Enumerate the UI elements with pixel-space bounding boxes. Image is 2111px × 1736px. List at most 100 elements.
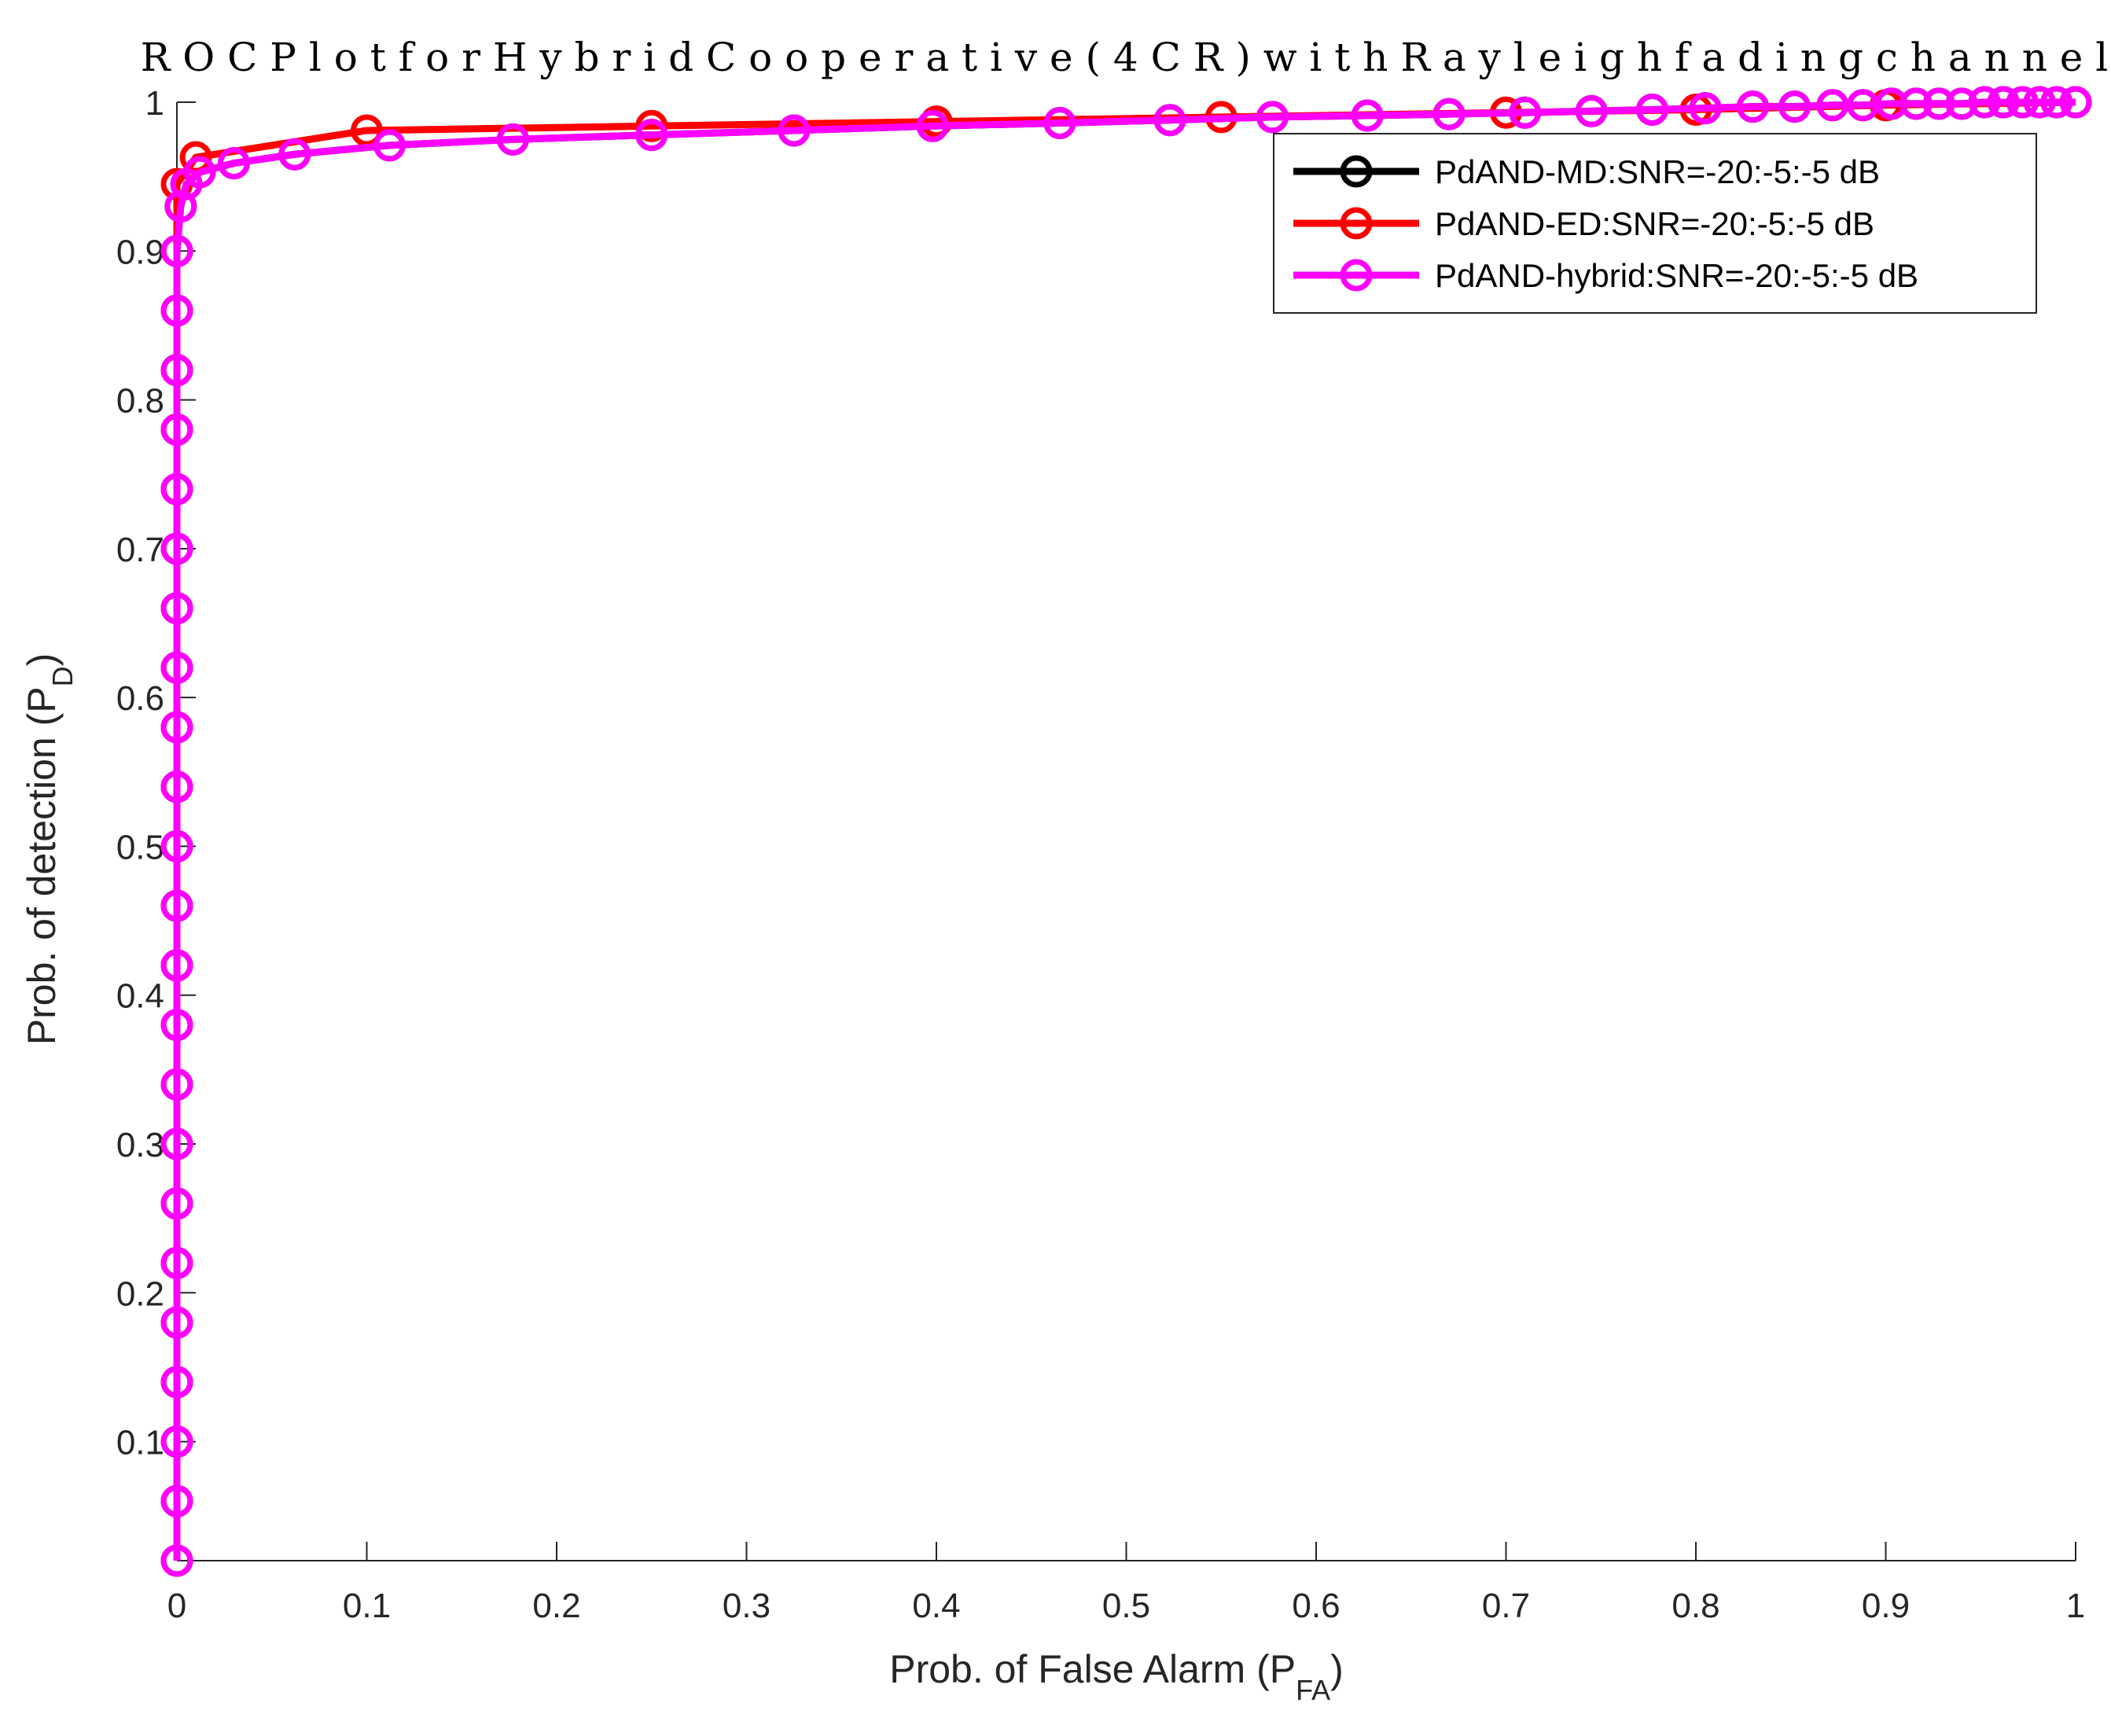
data-point — [1043, 107, 1076, 139]
data-point — [1256, 101, 1289, 134]
x-tick-label: 0.9 — [1862, 1587, 1910, 1625]
x-tick-label: 1 — [2066, 1587, 2085, 1625]
data-point — [496, 123, 529, 156]
data-point — [160, 1187, 193, 1220]
data-point — [1351, 99, 1384, 132]
data-point — [164, 190, 197, 223]
data-point — [2023, 86, 2056, 119]
data-point — [160, 1009, 193, 1042]
y-tick-label: 0.4 — [116, 977, 164, 1016]
y-axis-label-subscript: D — [46, 666, 79, 686]
data-point — [1816, 89, 1849, 122]
data-point — [1432, 97, 1466, 131]
legend-swatch-marker — [1340, 207, 1373, 240]
data-point — [160, 294, 193, 327]
x-tick-label: 0.2 — [532, 1587, 580, 1625]
data-point — [160, 354, 193, 387]
data-point — [1945, 87, 1978, 120]
data-point — [217, 147, 250, 180]
data-point — [1987, 86, 2020, 119]
x-tick-label: 0.1 — [343, 1587, 391, 1625]
x-tick-label: 0 — [167, 1587, 186, 1625]
data-point — [1153, 104, 1186, 137]
data-point — [1689, 92, 1722, 125]
data-point — [1778, 90, 1811, 123]
legend-item: PdAND-MD:SNR=-20:-5:-5 dB — [1293, 153, 1880, 190]
data-point — [1900, 87, 1933, 120]
data-point — [635, 119, 668, 152]
data-point — [160, 1246, 193, 1279]
y-axis-label-main: Prob. of detection (P — [20, 686, 64, 1045]
y-axis-label: Prob. of detection (PD) — [20, 653, 79, 1045]
legend-item: PdAND-ED:SNR=-20:-5:-5 dB — [1293, 205, 1874, 242]
data-point — [160, 711, 193, 744]
data-point — [160, 771, 193, 804]
data-point — [351, 114, 383, 147]
data-point — [183, 156, 216, 189]
data-point — [160, 1544, 193, 1577]
data-point — [778, 114, 811, 147]
data-point — [160, 889, 193, 922]
series-layer — [160, 86, 2092, 1577]
x-tick-label: 0.7 — [1482, 1587, 1530, 1625]
x-axis-label: Prob. of False Alarm (PFA) — [889, 1647, 1344, 1706]
data-point — [160, 413, 193, 446]
data-point — [2040, 86, 2073, 119]
data-point — [1922, 87, 1955, 120]
data-point — [2059, 86, 2092, 119]
y-tick-label: 0.6 — [116, 679, 164, 718]
x-axis-label-close: ) — [1330, 1647, 1344, 1691]
axes-layer: 0 0.1 0.2 0.3 0.4 0.5 0.6 0.7 0.8 0.9 1 0.1 0.2 0.3 0.… — [116, 84, 2085, 1625]
y-tick-label: 0.1 — [116, 1424, 164, 1462]
data-point — [1575, 94, 1608, 127]
x-axis-label-main: Prob. of False Alarm (P — [889, 1647, 1296, 1691]
y-tick-label: 0.7 — [116, 531, 164, 569]
data-point — [920, 105, 953, 138]
data-point — [160, 592, 193, 625]
data-point — [160, 1306, 193, 1339]
data-point — [1509, 96, 1542, 129]
y-tick-label: 0.2 — [116, 1274, 164, 1313]
x-axis-label-subscript: FA — [1296, 1674, 1330, 1706]
y-axis-label-close: ) — [20, 653, 64, 667]
legend-swatch-marker — [1340, 259, 1373, 292]
legend-label: PdAND-ED:SNR=-20:-5:-5 dB — [1435, 205, 1874, 242]
legend-item: PdAND-hybrid:SNR=-20:-5:-5 dB — [1293, 257, 1918, 294]
data-point — [160, 1127, 193, 1160]
y-tick-label: 0.9 — [116, 233, 164, 271]
x-tick-label: 0.8 — [1672, 1587, 1719, 1625]
legend-label: PdAND-hybrid:SNR=-20:-5:-5 dB — [1435, 257, 1918, 294]
data-point — [1635, 93, 1668, 126]
data-point — [160, 651, 193, 684]
x-tick-label: 0.3 — [723, 1587, 770, 1625]
data-point — [160, 473, 193, 506]
data-point — [160, 949, 193, 982]
y-tick-label: 1 — [145, 84, 164, 123]
data-point — [160, 1068, 193, 1101]
legend-swatch-marker — [1340, 155, 1373, 188]
chart-title: R O C P l o t f o r H y b r i d C o o p … — [141, 35, 2109, 80]
data-point — [160, 1484, 193, 1517]
data-point — [160, 532, 193, 565]
data-point — [160, 829, 193, 862]
legend: PdAND-MD:SNR=-20:-5:-5 dB PdAND-ED:SNR=-2… — [1273, 133, 2037, 314]
x-tick-label: 0.4 — [912, 1587, 960, 1625]
data-point — [160, 234, 193, 267]
x-tick-label: 0.5 — [1102, 1587, 1150, 1625]
data-point — [278, 138, 311, 171]
series-3 — [160, 86, 2092, 1577]
y-tick-label: 0.5 — [116, 828, 164, 866]
data-point — [1968, 86, 2001, 119]
data-point — [2006, 86, 2039, 119]
data-point — [916, 109, 949, 142]
y-tick-label: 0.3 — [116, 1126, 164, 1164]
data-point — [179, 141, 212, 174]
y-tick-label: 0.8 — [116, 382, 164, 421]
data-point — [160, 1366, 193, 1399]
data-point — [373, 129, 406, 162]
x-tick-label: 0.6 — [1292, 1587, 1340, 1625]
data-point — [1736, 90, 1769, 123]
series-line — [173, 98, 2076, 1561]
